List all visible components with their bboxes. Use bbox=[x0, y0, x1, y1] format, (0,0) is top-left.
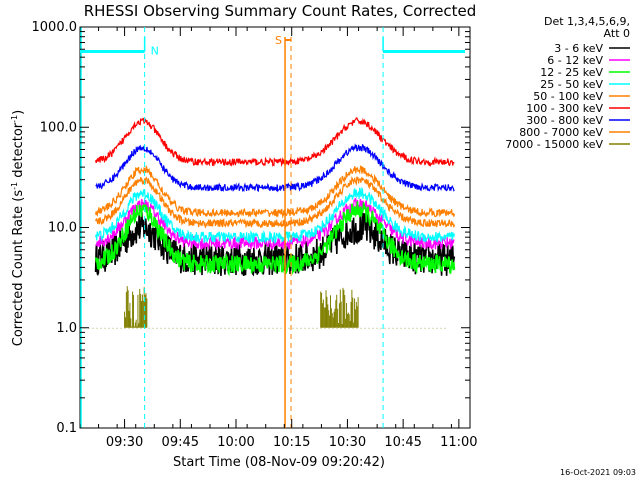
x-tick-label-4: 10:30 bbox=[329, 435, 366, 450]
legend-label-6: 300 - 800 keV bbox=[526, 114, 603, 127]
y-tick-label-2: 10.0 bbox=[48, 221, 77, 236]
series-line-3 bbox=[95, 186, 455, 245]
x-tick-label-3: 10:15 bbox=[273, 435, 310, 450]
y-tick-label-4: 1000.0 bbox=[32, 20, 78, 35]
y-tick-label-1: 1.0 bbox=[56, 321, 77, 336]
legend-label-0: 3 - 6 keV bbox=[554, 42, 603, 55]
series-line-7 bbox=[95, 164, 455, 219]
y-tick-label-0: 0.1 bbox=[56, 421, 77, 436]
legend-label-5: 100 - 300 keV bbox=[526, 102, 603, 115]
legend-label-7: 800 - 7000 keV bbox=[519, 126, 603, 139]
series-line-5 bbox=[95, 117, 455, 168]
x-tick-label-2: 10:00 bbox=[217, 435, 254, 450]
legend-header-1: Att 0 bbox=[604, 27, 630, 40]
x-axis: 09:30 09:45 10:00 10:15 10:30 10:45 11:00 bbox=[79, 27, 478, 450]
series-line-6 bbox=[95, 143, 455, 193]
series-7000-15000-kev bbox=[84, 286, 448, 329]
y-axis-label: Corrected Count Rate (s-1 detector-1) bbox=[10, 110, 26, 346]
x-tick-label-6: 11:00 bbox=[440, 435, 477, 450]
plot-area: NS bbox=[79, 26, 471, 429]
x-tick-label-0: 09:30 bbox=[106, 435, 143, 450]
x-tick-label-5: 10:45 bbox=[384, 435, 421, 450]
saa-label: S bbox=[275, 34, 282, 47]
legend-label-8: 7000 - 15000 keV bbox=[505, 138, 603, 151]
legend-header-0: Det 1,3,4,5,6,9, bbox=[544, 15, 630, 28]
legend-label-2: 12 - 25 keV bbox=[540, 66, 603, 79]
y-axis: 0.1 1.0 10.0 100.0 1000.0 bbox=[32, 20, 470, 436]
footer-timestamp: 16-Oct-2021 09:03 bbox=[560, 468, 636, 477]
y-tick-label-3: 100.0 bbox=[40, 120, 77, 135]
series-line-2 bbox=[94, 201, 456, 277]
legend-label-3: 25 - 50 keV bbox=[540, 78, 603, 91]
x-axis-label: Start Time (08-Nov-09 09:20:42) bbox=[173, 455, 385, 470]
chart-title: RHESSI Observing Summary Count Rates, Co… bbox=[84, 2, 477, 20]
legend-label-4: 50 - 100 keV bbox=[533, 90, 603, 103]
night-label: N bbox=[151, 44, 159, 57]
x-tick-label-1: 09:45 bbox=[162, 435, 199, 450]
series-line-4 bbox=[95, 176, 455, 229]
legend-label-1: 6 - 12 keV bbox=[547, 54, 603, 67]
